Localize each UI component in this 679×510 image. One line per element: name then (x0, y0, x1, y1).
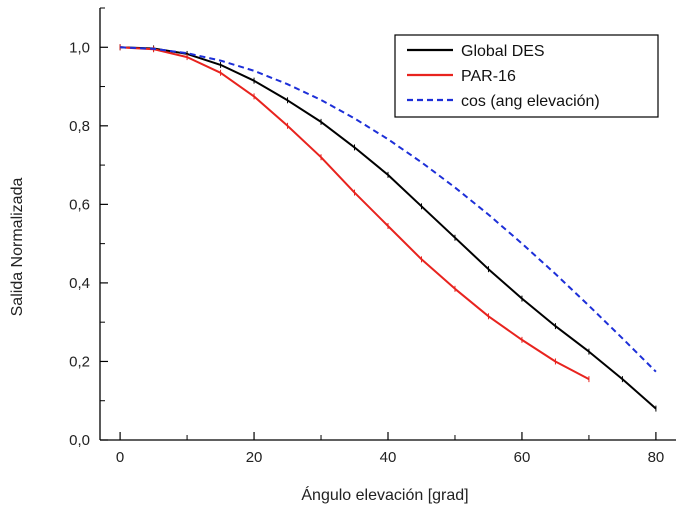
x-tick-label: 80 (648, 449, 665, 466)
axis-ticks (100, 7, 657, 441)
legend-label: cos (ang elevación) (461, 93, 600, 110)
y-tick-label: 0,2 (69, 353, 90, 370)
axis-tick-labels: 0 20 40 60 80 0,0 0,2 0,4 0,6 0,8 1,0 (69, 39, 664, 466)
series-line (120, 46, 657, 373)
x-tick-label: 20 (246, 449, 263, 466)
series-layer (119, 44, 657, 412)
series-3 (120, 46, 657, 373)
y-tick-label: 0,6 (69, 196, 90, 213)
legend-label: PAR-16 (461, 68, 516, 85)
y-tick-label: 0,8 (69, 118, 90, 135)
x-tick-label: 40 (380, 449, 397, 466)
y-tick-label: 0,0 (69, 432, 90, 449)
legend-label: Global DES (461, 43, 545, 60)
x-axis-label: Ángulo elevación [grad] (301, 485, 468, 504)
y-tick-label: 0,4 (69, 275, 90, 292)
x-tick-label: 0 (116, 449, 124, 466)
y-axis-label: Salida Normalizada (9, 178, 26, 317)
x-tick-label: 60 (514, 449, 531, 466)
legend: Global DES PAR-16 cos (ang elevación) (394, 34, 659, 118)
series-2 (119, 44, 590, 383)
y-tick-label: 1,0 (69, 39, 90, 56)
